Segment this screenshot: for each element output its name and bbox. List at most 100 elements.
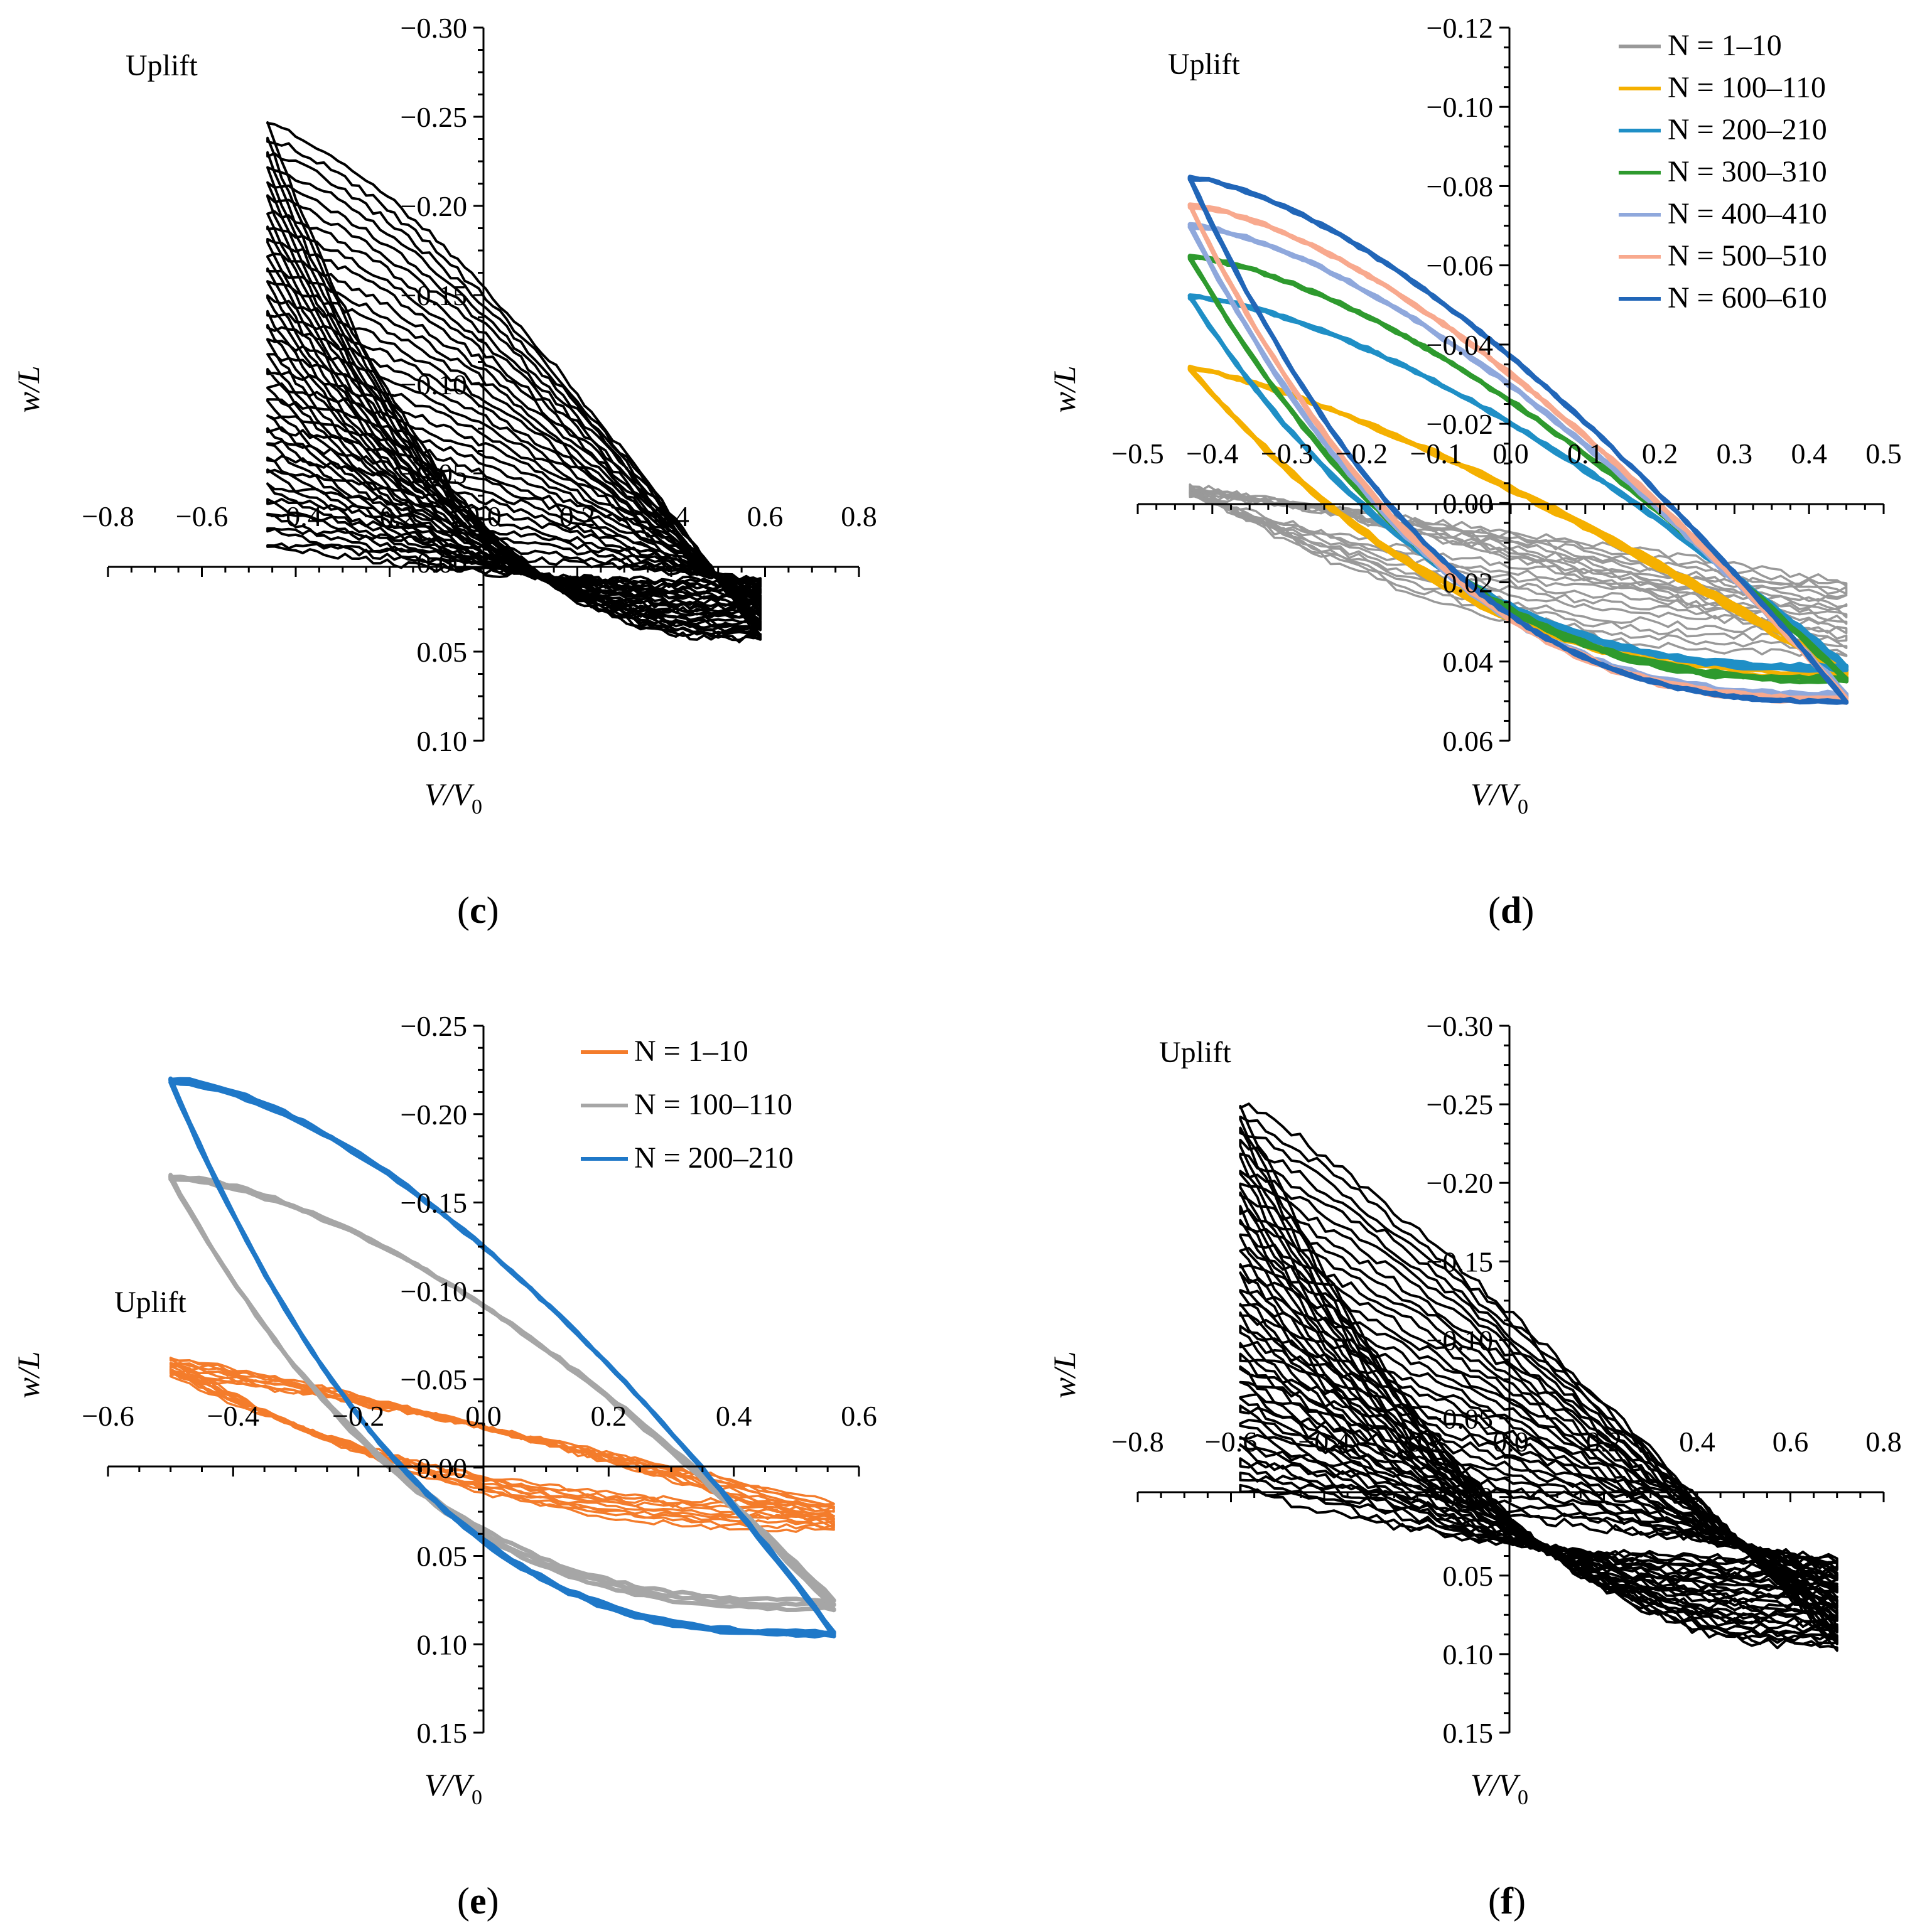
x-axis-label: V/V0 <box>1471 777 1528 819</box>
uplift-annotation: Uplift <box>114 1286 186 1319</box>
y-tick-label: 0.10 <box>1443 1638 1494 1670</box>
series-line <box>1239 1126 1838 1646</box>
panel-1: −0.5 −0.4 −0.3 −0.2 −0.1 0.0 0.1 0.2 0.3 0.4 0.5 −0… <box>1047 12 1902 931</box>
panel-label-letter: c <box>470 890 487 931</box>
x-tick-label: 0.0 <box>1492 1426 1529 1458</box>
x-tick-label: −0.4 <box>207 1400 259 1432</box>
x-tick-label: −0.5 <box>1111 438 1163 470</box>
uplift-annotation: Uplift <box>1159 1036 1231 1069</box>
y-tick-label: 0.05 <box>1443 1560 1494 1592</box>
panel-label-letter: d <box>1501 890 1521 931</box>
y-tick-label: 0.04 <box>1443 646 1494 678</box>
legend-label: N = 1–10 <box>1668 29 1782 62</box>
x-tick-label: 0.2 <box>1642 438 1678 470</box>
uplift-annotation: Uplift <box>126 49 198 82</box>
legend-label: N = 1–10 <box>634 1035 748 1068</box>
series-line <box>1239 1139 1838 1644</box>
x-tick-label: −0.1 <box>1410 438 1462 470</box>
x-tick-label: 0.6 <box>841 1400 877 1432</box>
x-tick-label: −0.8 <box>1111 1426 1163 1458</box>
y-tick-label: −0.06 <box>1427 250 1493 282</box>
y-axis-label-var: L <box>1047 365 1082 384</box>
legend-label: N = 200–210 <box>1668 113 1827 146</box>
y-tick-label: −0.08 <box>1427 170 1493 202</box>
x-tick-label: 0.6 <box>1773 1426 1809 1458</box>
legend-label: N = 200–210 <box>634 1141 794 1175</box>
x-tick-label: 0.2 <box>591 1400 627 1432</box>
y-tick-label: −0.25 <box>401 1010 467 1042</box>
y-tick-label: 0.15 <box>1443 1717 1494 1749</box>
panel-label-close: ) <box>1513 1880 1526 1922</box>
series-line <box>1187 176 1849 705</box>
series-line <box>266 323 762 615</box>
x-tick-label: 0.4 <box>716 1400 752 1432</box>
series-group <box>168 1076 836 1639</box>
y-tick-label: −0.04 <box>1427 329 1493 361</box>
x-tick-label: 0.4 <box>1679 1426 1715 1458</box>
y-tick-label: 0.00 <box>417 547 468 579</box>
y-tick-label: 0.02 <box>1443 567 1494 599</box>
y-tick-label: 0.05 <box>417 1541 468 1573</box>
y-tick-label: −0.30 <box>401 12 467 44</box>
series-line <box>266 353 762 611</box>
series-line <box>1189 483 1848 657</box>
x-axis-label: V/V0 <box>1471 1767 1528 1809</box>
y-axis-label: w/L <box>11 1351 46 1398</box>
panel-label: (c) <box>457 890 499 931</box>
panel-label-letter: f <box>1501 1880 1514 1922</box>
x-tick-label: 0.4 <box>1791 438 1827 470</box>
uplift-annotation: Uplift <box>1168 48 1240 81</box>
panel-0: −0.8 −0.6 −0.4 −0.2 0.0 0.2 0.4 0.6 0.8 −0.30 −0.2… <box>11 12 877 931</box>
y-tick-label: −0.05 <box>401 458 467 490</box>
x-tick-label: −0.3 <box>1261 438 1313 470</box>
y-tick-label: −0.25 <box>401 101 467 133</box>
y-tick-label: −0.20 <box>401 190 467 222</box>
y-tick-label: −0.05 <box>401 1364 467 1396</box>
panel-label-close: ) <box>487 1880 499 1922</box>
y-axis-label-main: w/ <box>11 380 46 412</box>
x-tick-label: −0.2 <box>364 500 416 532</box>
series-line <box>266 309 762 618</box>
x-axis-label-main: V/V <box>424 1767 475 1802</box>
series-line <box>1189 490 1848 619</box>
y-tick-label: −0.25 <box>1427 1089 1493 1121</box>
panel-label: (e) <box>457 1880 499 1922</box>
legend: N = 1–10 N = 100–110 N = 200–210 <box>581 1035 794 1175</box>
legend: N = 1–10 N = 100–110 N = 200–210 N = 300–31… <box>1619 29 1827 315</box>
series-line <box>1189 490 1848 595</box>
y-tick-label: 0.10 <box>417 1628 468 1660</box>
x-tick-label: −0.6 <box>1205 1426 1257 1458</box>
y-tick-label: −0.20 <box>401 1099 467 1131</box>
series-line <box>1239 1365 1838 1591</box>
series-group <box>1239 1102 1838 1652</box>
y-axis-label-main: w/ <box>1047 380 1082 412</box>
series-line <box>1239 1393 1838 1586</box>
y-tick-label: 0.06 <box>1443 725 1494 757</box>
x-axis-label-main: V/V <box>424 777 475 812</box>
x-axis-label-subscript: 0 <box>472 795 482 819</box>
legend-label: N = 100–110 <box>1668 71 1826 104</box>
series-line <box>1239 1219 1838 1623</box>
y-tick-label: 0.00 <box>417 1452 468 1484</box>
y-tick-label: −0.10 <box>1427 91 1493 123</box>
x-tick-label: −0.6 <box>176 500 228 532</box>
x-axis-label-subscript: 0 <box>1518 795 1528 819</box>
series-line <box>1187 293 1849 673</box>
panel-label-close: ) <box>1521 890 1534 931</box>
x-tick-label: −0.2 <box>1336 438 1388 470</box>
x-tick-label: −0.2 <box>332 1400 384 1432</box>
x-tick-label: −0.6 <box>82 1400 134 1432</box>
panel-label-open: ( <box>457 1880 470 1922</box>
x-axis-label-subscript: 0 <box>472 1786 482 1809</box>
y-axis-label-var: L <box>11 365 46 384</box>
series-group <box>266 121 762 643</box>
y-tick-label: −0.30 <box>1427 1010 1493 1042</box>
x-tick-label: −0.4 <box>1298 1426 1350 1458</box>
y-tick-label: −0.02 <box>1427 408 1493 440</box>
y-tick-label: −0.10 <box>401 369 467 401</box>
series-line <box>266 280 762 619</box>
series-line <box>1239 1102 1838 1652</box>
legend-label: N = 500–510 <box>1668 239 1827 272</box>
x-tick-label: 0.3 <box>1717 438 1753 470</box>
y-axis-label-var: L <box>11 1351 46 1369</box>
